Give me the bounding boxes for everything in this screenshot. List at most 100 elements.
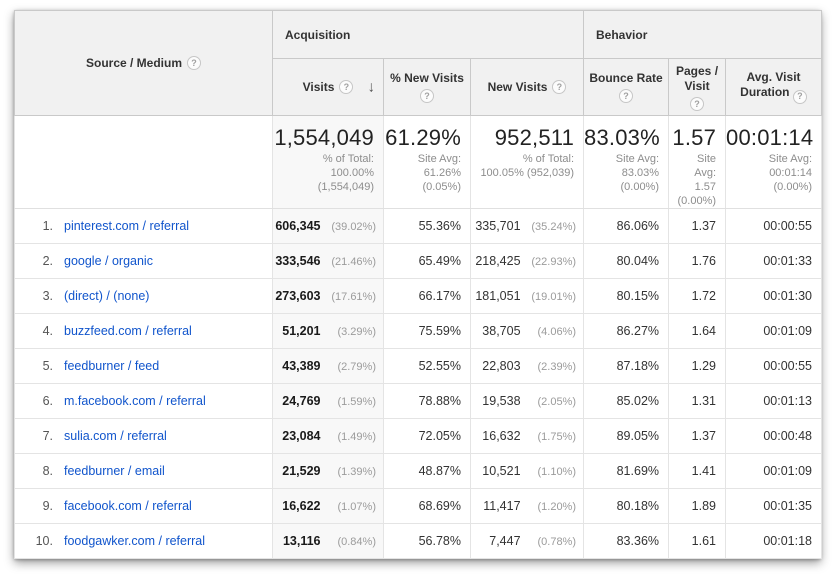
pages-visit-cell: 1.72 [668, 278, 727, 314]
pages-visit-cell: 1.89 [668, 488, 727, 524]
pages-visit-cell: 1.37 [668, 208, 727, 244]
summary-visits: 1,554,049 % of Total: 100.00% (1,554,049) [272, 115, 384, 209]
new-visits-cell: 181,051 (19.01%) [469, 278, 585, 314]
table-row: 7. sulia.com / referral 23,084 (1.49%) 72… [14, 418, 823, 454]
column-header-avg-visit-duration[interactable]: Avg. Visit Duration ? [725, 58, 823, 116]
row-rank: 9. [42, 499, 53, 513]
row-rank: 3. [42, 289, 53, 303]
avg-visit-duration-cell: 00:00:55 [725, 208, 823, 244]
column-header-pages-visit[interactable]: Pages / Visit ? [668, 58, 727, 116]
totals-summary-row: 1,554,049 % of Total: 100.00% (1,554,049) … [14, 115, 823, 209]
visits-cell: 51,201 (3.29%) [272, 313, 384, 349]
avg-visit-duration-cell: 00:01:30 [725, 278, 823, 314]
source-link[interactable]: (direct) / (none) [64, 289, 150, 303]
pages-visit-cell: 1.64 [668, 313, 727, 349]
bounce-rate-cell: 80.15% [583, 278, 670, 314]
row-rank: 8. [42, 464, 53, 478]
sort-descending-icon[interactable]: ↓ [367, 78, 376, 96]
column-header-pct-new-visits[interactable]: % New Visits ? [383, 58, 471, 116]
column-header-bounce-rate[interactable]: Bounce Rate ? [583, 58, 670, 116]
table-row: 6. m.facebook.com / referral 24,769 (1.59… [14, 383, 823, 419]
avg-visit-duration-cell: 00:01:33 [725, 243, 823, 279]
column-header-new-visits[interactable]: New Visits ? [469, 58, 585, 116]
visits-cell: 13,116 (0.84%) [272, 523, 384, 559]
summary-new-visits: 952,511 % of Total: 100.05% (952,039) [469, 115, 585, 209]
visits-cell: 606,345 (39.02%) [272, 208, 384, 244]
visits-cell: 16,622 (1.07%) [272, 488, 384, 524]
pages-visit-cell: 1.29 [668, 348, 727, 384]
avg-visit-duration-cell: 00:00:48 [725, 418, 823, 454]
behavior-label: Behavior [596, 27, 648, 42]
pages-visit-cell: 1.41 [668, 453, 727, 489]
new-visits-cell: 38,705 (4.06%) [469, 313, 585, 349]
pct-new-visits-cell: 56.78% [383, 523, 471, 559]
table-row: 2. google / organic 333,546 (21.46%) 65.4… [14, 243, 823, 279]
new-visits-cell: 335,701 (35.24%) [469, 208, 585, 244]
pct-new-visits-cell: 72.05% [383, 418, 471, 454]
metric-header-row: Visits ? ↓ % New Visits ? New Visits ? [15, 58, 823, 116]
pct-new-visits-label: % New Visits [390, 71, 464, 85]
visits-cell: 21,529 (1.39%) [272, 453, 384, 489]
summary-pct-new-visits: 61.29% Site Avg: 61.26% (0.05%) [383, 115, 471, 209]
table-row: 9. facebook.com / referral 16,622 (1.07%)… [14, 488, 823, 524]
source-link[interactable]: facebook.com / referral [64, 499, 192, 513]
pages-visit-cell: 1.76 [668, 243, 727, 279]
help-icon[interactable]: ? [619, 89, 634, 103]
source-link[interactable]: feedburner / feed [64, 359, 160, 373]
table-row: 10. foodgawker.com / referral 13,116 (0.8… [14, 523, 823, 559]
avg-visit-duration-cell: 00:01:35 [725, 488, 823, 524]
bounce-rate-cell: 80.18% [583, 488, 670, 524]
pct-new-visits-cell: 68.69% [383, 488, 471, 524]
pages-visit-cell: 1.37 [668, 418, 727, 454]
pct-new-visits-cell: 78.88% [383, 383, 471, 419]
table-row: 3. (direct) / (none) 273,603 (17.61%) 66.… [14, 278, 823, 314]
avg-visit-duration-cell: 00:00:55 [725, 348, 823, 384]
row-rank: 1. [42, 219, 53, 233]
new-visits-cell: 218,425 (22.93%) [469, 243, 585, 279]
help-icon[interactable]: ? [187, 56, 202, 70]
summary-pages-visit: 1.57 Site Avg: 1.57 (0.00%) [668, 115, 727, 209]
source-link[interactable]: sulia.com / referral [64, 429, 167, 443]
source-link[interactable]: foodgawker.com / referral [64, 534, 206, 548]
pct-new-visits-cell: 48.87% [383, 453, 471, 489]
column-header-visits[interactable]: Visits ? ↓ [272, 58, 384, 116]
source-link[interactable]: google / organic [64, 254, 153, 268]
avg-visit-duration-cell: 00:01:09 [725, 453, 823, 489]
bounce-rate-cell: 86.06% [583, 208, 670, 244]
visits-label: Visits [302, 80, 335, 94]
row-rank: 7. [42, 429, 53, 443]
help-icon[interactable]: ? [339, 80, 354, 94]
source-link[interactable]: m.facebook.com / referral [64, 394, 206, 408]
new-visits-cell: 10,521 (1.10%) [469, 453, 585, 489]
bounce-rate-cell: 86.27% [583, 313, 670, 349]
row-rank: 5. [42, 359, 53, 373]
bounce-rate-cell: 87.18% [583, 348, 670, 384]
source-link[interactable]: pinterest.com / referral [64, 219, 190, 233]
source-link[interactable]: feedburner / email [64, 464, 165, 478]
bounce-rate-cell: 80.04% [583, 243, 670, 279]
help-icon[interactable]: ? [690, 96, 705, 111]
table-row: 8. feedburner / email 21,529 (1.39%) 48.8… [14, 453, 823, 489]
avg-visit-duration-cell: 00:01:13 [725, 383, 823, 419]
bounce-rate-cell: 89.05% [583, 418, 670, 454]
row-rank: 2. [42, 254, 53, 268]
group-header-acquisition: Acquisition [271, 10, 585, 59]
column-header-source-medium[interactable]: Source / Medium ? [14, 10, 273, 116]
visits-cell: 273,603 (17.61%) [272, 278, 384, 314]
visits-cell: 43,389 (2.79%) [272, 348, 384, 384]
help-icon[interactable]: ? [420, 89, 434, 103]
row-rank: 6. [42, 394, 53, 408]
summary-empty-cell [14, 115, 273, 209]
row-rank: 10. [35, 534, 53, 548]
table-row: 1. pinterest.com / referral 606,345 (39.0… [14, 208, 823, 244]
bounce-rate-cell: 85.02% [583, 383, 670, 419]
help-icon[interactable]: ? [552, 80, 567, 94]
pct-new-visits-cell: 55.36% [383, 208, 471, 244]
help-icon[interactable]: ? [792, 89, 807, 104]
group-header-behavior: Behavior [583, 10, 823, 59]
source-link[interactable]: buzzfeed.com / referral [64, 324, 192, 338]
summary-avg-visit-duration: 00:01:14 Site Avg: 00:01:14 (0.00%) [725, 115, 823, 209]
source-medium-label: Source / Medium [85, 56, 183, 70]
pct-new-visits-cell: 65.49% [383, 243, 471, 279]
row-rank: 4. [42, 324, 53, 338]
